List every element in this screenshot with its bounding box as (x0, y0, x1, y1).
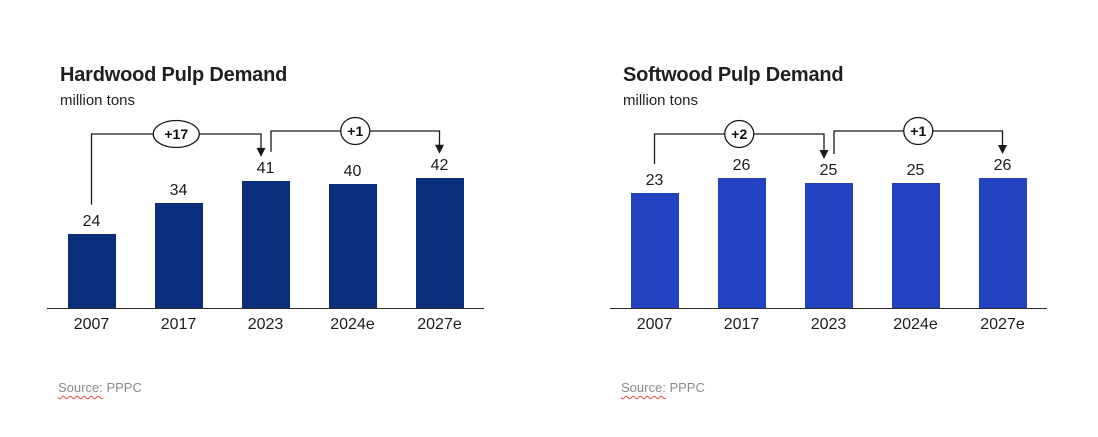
bar-2027e (978, 178, 1027, 308)
annotation-arrow-icon (819, 150, 829, 159)
annotation-arrow-icon (998, 145, 1007, 154)
hardwood-chart-panel: Hardwood Pulp Demand million tons +17 +1 … (45, 60, 490, 410)
annotation-badge-label: +17 (164, 126, 188, 142)
x-tick-label: 2007 (636, 316, 673, 333)
bar-value-label: 42 (430, 157, 449, 174)
bar-2007 (630, 193, 679, 308)
source-value: PPPC (669, 380, 705, 395)
annotation-badge (724, 119, 755, 149)
x-tick-label: 2017 (723, 316, 760, 333)
x-tick-label: 2023 (247, 316, 284, 333)
chart-title: Softwood Pulp Demand (623, 64, 844, 86)
chart-subtitle: million tons (623, 92, 699, 109)
bar-value-label: 34 (169, 182, 188, 199)
bar-2017 (717, 178, 766, 308)
x-tick-label: 2024e (330, 316, 375, 333)
x-tick-label: 2027e (980, 316, 1025, 333)
annotation-bracket (270, 130, 441, 152)
plot-area: +2 +1 23 2007 26 2017 25 2023 25 2024e 26 2027e (608, 115, 1053, 333)
bar-2007 (67, 234, 116, 308)
bar-value-label: 25 (906, 162, 925, 179)
bar-2027e (415, 178, 464, 308)
x-axis (47, 308, 484, 309)
bar-2017 (154, 203, 203, 308)
source-label: Source: (621, 380, 666, 395)
bar-value-label: 41 (256, 160, 275, 177)
annotation-badge (903, 116, 934, 146)
annotation-arrow-icon (435, 144, 444, 154)
bar-value-label: 24 (82, 213, 101, 230)
x-tick-label: 2017 (160, 316, 197, 333)
annotation-badge (340, 116, 371, 146)
bar-2024e (891, 183, 940, 308)
bar-value-label: 25 (819, 162, 838, 179)
annotation-badge-label: +1 (910, 123, 926, 139)
chart-subtitle: million tons (60, 92, 136, 109)
source-value: PPPC (106, 380, 142, 395)
annotation-badge-label: +2 (731, 126, 747, 142)
bar-2024e (328, 184, 377, 308)
x-axis (610, 308, 1047, 309)
annotation-badge (152, 119, 200, 149)
softwood-chart-panel: Softwood Pulp Demand million tons +2 +1 2… (608, 60, 1053, 410)
bar-value-label: 26 (993, 157, 1012, 174)
x-tick-label: 2023 (810, 316, 847, 333)
bar-2023 (804, 183, 853, 308)
bar-value-label: 40 (343, 163, 362, 180)
source-note: Source: PPPC (58, 380, 142, 395)
chart-title: Hardwood Pulp Demand (60, 64, 288, 86)
source-label: Source: (58, 380, 103, 395)
x-tick-label: 2024e (893, 316, 938, 333)
x-tick-label: 2027e (417, 316, 462, 333)
source-note: Source: PPPC (621, 380, 705, 395)
bar-value-label: 23 (645, 172, 664, 189)
annotation-bracket (833, 130, 1004, 154)
x-tick-label: 2007 (73, 316, 110, 333)
annotation-badge-label: +1 (347, 123, 363, 139)
bar-value-label: 26 (732, 157, 751, 174)
bar-2023 (241, 181, 290, 308)
plot-area: +17 +1 24 2007 34 2017 41 2023 40 2024e 42 2027e (45, 115, 490, 333)
annotation-arrow-icon (256, 147, 266, 157)
